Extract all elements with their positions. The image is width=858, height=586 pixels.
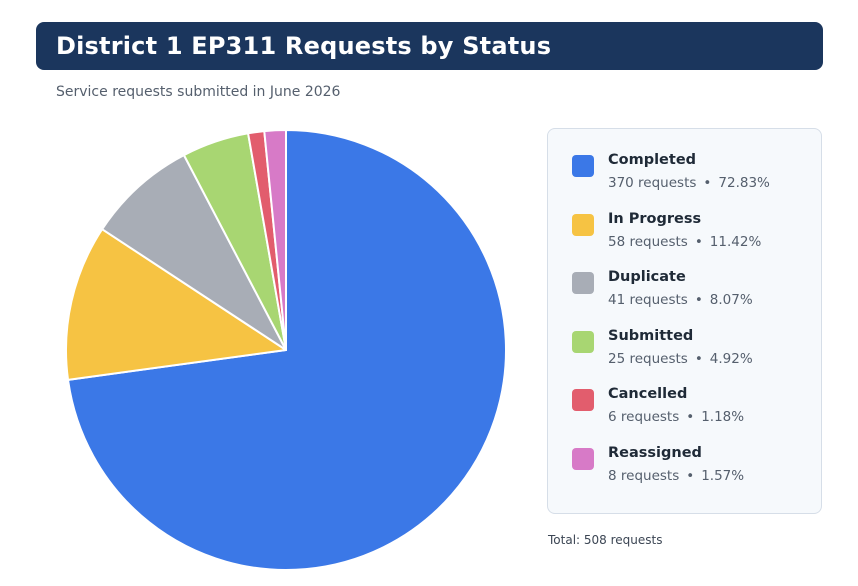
legend-count: 25 requests xyxy=(608,350,688,367)
legend-percent: 8.07% xyxy=(709,292,753,309)
legend-count: 8 requests xyxy=(608,467,680,484)
pie-chart xyxy=(65,129,507,571)
legend-swatch xyxy=(572,213,594,236)
legend-separator: • xyxy=(694,233,703,250)
legend-swatch xyxy=(572,447,594,470)
chart-subtitle: Service requests submitted in June 2026 xyxy=(56,84,341,100)
legend-swatch xyxy=(572,330,594,353)
legend-item-submitted: Submitted 25 requests • 4.92% xyxy=(572,327,821,386)
legend-percent: 72.83% xyxy=(718,175,770,191)
legend-detail: 6 requests • 1.18% xyxy=(608,409,744,425)
legend-item-duplicate: Duplicate 41 requests • 8.07% xyxy=(572,268,821,327)
legend-separator: • xyxy=(694,292,703,309)
legend-item-completed: Completed 370 requests • 72.83% xyxy=(572,151,821,210)
total-label: Total: 508 requests xyxy=(548,533,663,547)
chart-title: District 1 EP311 Requests by Status xyxy=(56,32,552,60)
legend: Completed 370 requests • 72.83% In Progress 5… xyxy=(547,128,822,514)
legend-detail: 41 requests • 8.07% xyxy=(608,292,753,308)
pie-slice-completed xyxy=(67,129,507,571)
legend-percent: 11.42% xyxy=(709,233,762,250)
legend-label: Cancelled xyxy=(608,386,688,403)
legend-detail: 8 requests • 1.57% xyxy=(608,468,744,484)
legend-item-cancelled: Cancelled 6 requests • 1.18% xyxy=(572,385,821,444)
legend-swatch xyxy=(572,155,594,177)
legend-detail: 25 requests • 4.92% xyxy=(608,351,753,367)
legend-label: In Progress xyxy=(608,210,702,227)
legend-count: 370 requests xyxy=(608,175,697,191)
legend-percent: 4.92% xyxy=(709,350,753,367)
legend-percent: 1.18% xyxy=(701,409,745,426)
legend-swatch xyxy=(572,389,594,412)
legend-separator: • xyxy=(703,175,712,191)
legend-detail: 370 requests • 72.83% xyxy=(608,175,770,191)
legend-percent: 1.57% xyxy=(701,467,745,484)
legend-separator: • xyxy=(686,409,695,426)
legend-separator: • xyxy=(694,350,703,367)
legend-count: 6 requests xyxy=(608,409,680,426)
pie-slice-reassigned xyxy=(263,129,287,351)
legend-count: 58 requests xyxy=(608,233,688,250)
legend-separator: • xyxy=(686,467,695,484)
legend-item-in-progress: In Progress 58 requests • 11.42% xyxy=(572,210,821,269)
legend-label: Duplicate xyxy=(608,269,686,286)
legend-swatch xyxy=(572,272,594,295)
title-bar: District 1 EP311 Requests by Status xyxy=(36,22,823,70)
pie-slice-duplicate xyxy=(101,154,287,351)
legend-label: Submitted xyxy=(608,327,694,344)
legend-detail: 58 requests • 11.42% xyxy=(608,234,761,250)
legend-count: 41 requests xyxy=(608,292,688,309)
legend-label: Completed xyxy=(608,152,697,168)
legend-label: Reassigned xyxy=(608,444,702,461)
legend-item-reassigned: Reassigned 8 requests • 1.57% xyxy=(572,444,821,503)
pie-slice-in-progress xyxy=(65,228,287,381)
